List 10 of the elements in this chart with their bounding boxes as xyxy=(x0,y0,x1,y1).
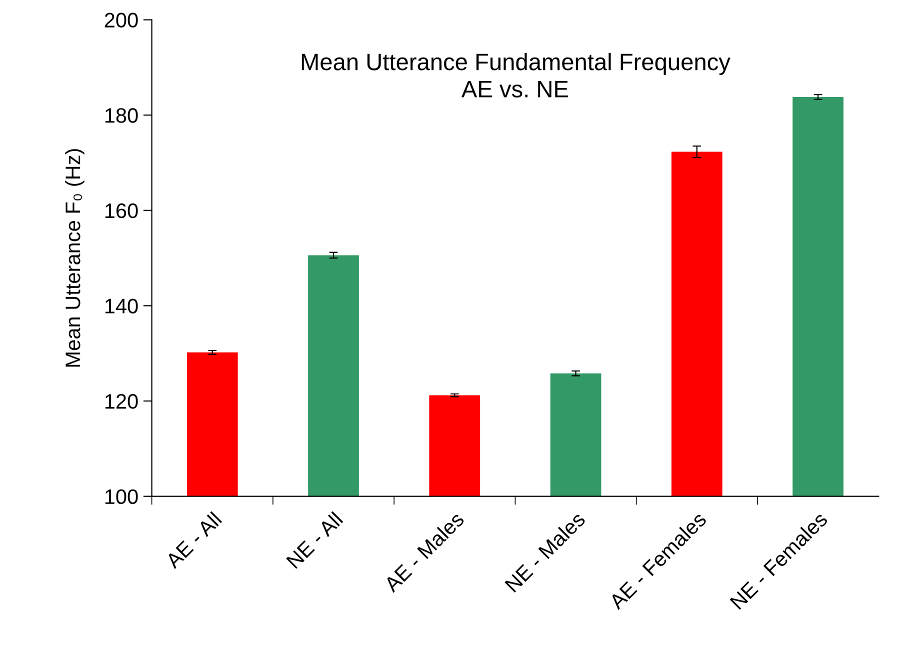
x-tick-label: NE - All xyxy=(286,511,344,569)
y-tick-label: 160 xyxy=(105,203,138,218)
y-tick-label: 140 xyxy=(105,298,138,314)
y-tick-label: 120 xyxy=(105,394,138,409)
y-axis-title: Mean Utterance F₀ (Hz) xyxy=(64,149,84,367)
y-tick-label: 200 xyxy=(104,12,138,28)
text: Mean Utterance Fundamental Frequency AE vs. NE xyxy=(302,52,730,98)
x-tick-label: AE - All xyxy=(164,511,222,570)
y-tick-label: 100 xyxy=(105,489,138,504)
y-tick-label: 180 xyxy=(105,108,138,123)
